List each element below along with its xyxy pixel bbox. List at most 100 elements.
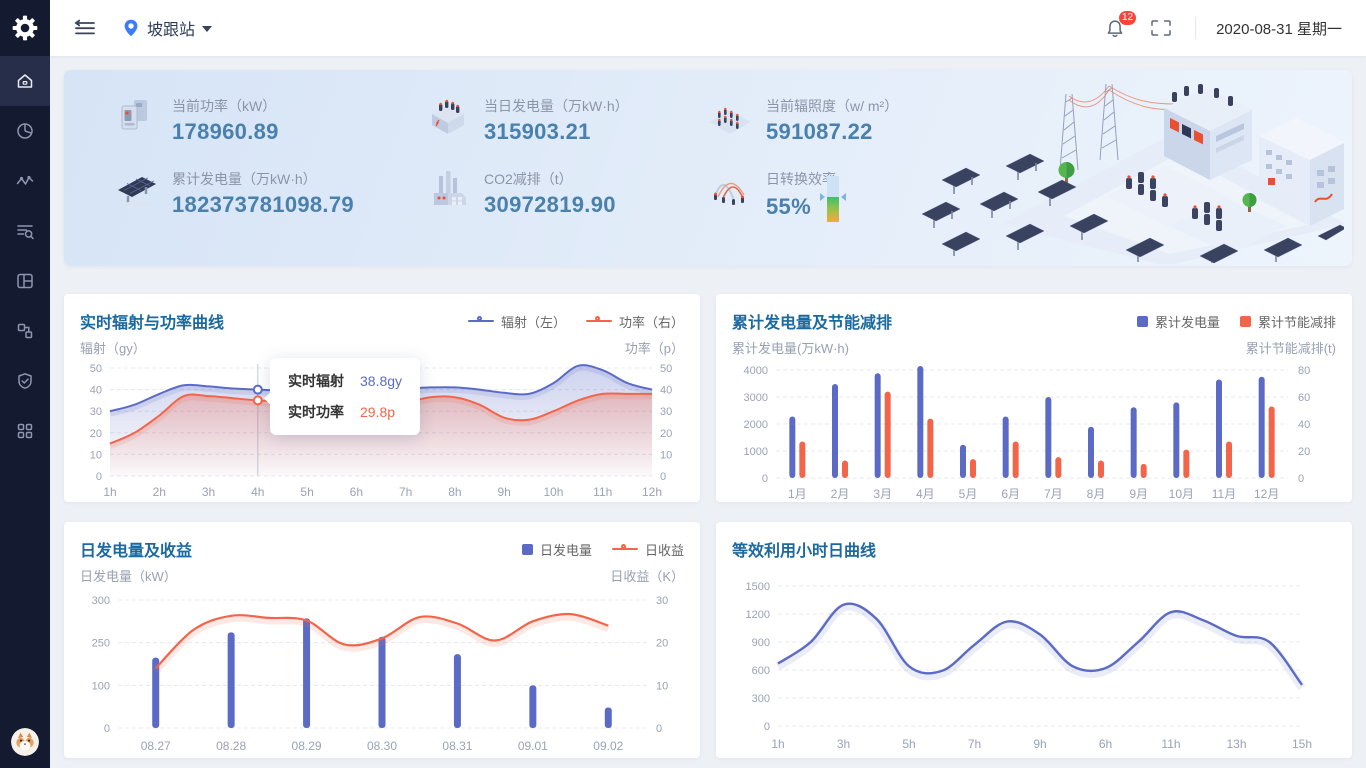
pie-chart-icon <box>17 123 33 139</box>
layout-icon <box>17 273 33 289</box>
legend-label: 累计节能减排 <box>1257 314 1336 330</box>
sidebar-item-apps[interactable] <box>0 406 50 456</box>
topology-icon <box>17 323 33 339</box>
legend-item[interactable]: 日收益 <box>611 540 684 559</box>
svg-text:6h: 6h <box>350 485 363 499</box>
station-name: 坡跟站 <box>147 22 196 39</box>
tooltip-row: 实时功率 29.8p <box>288 404 396 420</box>
svg-text:7h: 7h <box>968 737 981 751</box>
solar-plant-illustration-icon <box>921 83 1347 266</box>
legend-label: 累计发电量 <box>1154 314 1220 330</box>
cumulative-bar-chart[interactable]: 0 1000 2000 3000 4000 0 20 40 60 80 1月 2月 3月 4月 5月 6月 7月… <box>732 358 1336 502</box>
svg-text:11h: 11h <box>593 485 612 499</box>
chart-title: 等效利用小时日曲线 <box>732 543 877 560</box>
chart-legend: 辐射（左） 功率（右） <box>467 312 684 331</box>
legend-item[interactable]: 累计节能减排 <box>1239 312 1336 331</box>
svg-text:0: 0 <box>104 723 110 735</box>
chart-title: 累计发电量及节能减排 <box>732 315 893 332</box>
svg-text:9h: 9h <box>1033 737 1046 751</box>
svg-text:8h: 8h <box>448 485 461 499</box>
sidebar-item-activity[interactable] <box>0 156 50 206</box>
legend-marker-icon <box>521 543 533 555</box>
y-axis-unit-right: 功率（p） <box>624 341 684 356</box>
collapse-sidebar-button[interactable] <box>74 19 96 37</box>
user-avatar[interactable] <box>11 728 39 756</box>
svg-text:08.27: 08.27 <box>141 739 171 753</box>
stat-label: 当前功率（kW） <box>172 98 277 114</box>
notification-badge: 12 <box>1118 10 1137 25</box>
svg-text:0: 0 <box>764 721 770 733</box>
sidebar-item-pie-chart[interactable] <box>0 106 50 156</box>
svg-text:1000: 1000 <box>744 446 768 458</box>
svg-text:4月: 4月 <box>916 487 935 501</box>
legend-label: 辐射（左） <box>500 314 566 330</box>
stat-efficiency: 日转换效率 55% <box>708 169 978 222</box>
stat-co2: CO2减排（t） 30972819.90 <box>426 169 708 222</box>
svg-text:1h: 1h <box>103 485 116 499</box>
svg-text:4000: 4000 <box>744 365 768 377</box>
svg-text:10: 10 <box>90 449 102 461</box>
sidebar-item-shield-check[interactable] <box>0 356 50 406</box>
stat-value: 178960.89 <box>172 119 279 144</box>
svg-text:40: 40 <box>1298 419 1310 431</box>
efficiency-icon <box>708 169 754 211</box>
svg-text:50: 50 <box>90 363 102 375</box>
legend-item[interactable]: 辐射（左） <box>467 312 566 331</box>
stat-label: 当前辐照度（w/ m²） <box>766 98 899 114</box>
equivalent-hours-chart[interactable]: 0 300 600 900 1200 1500 1h 3h 5h 7h 9h 6h 11h 13h 15h <box>732 570 1336 756</box>
svg-text:12h: 12h <box>642 485 662 499</box>
svg-text:20: 20 <box>90 428 102 440</box>
svg-text:08.29: 08.29 <box>292 739 322 753</box>
sidebar-nav <box>0 56 50 456</box>
sidebar-item-topology[interactable] <box>0 306 50 356</box>
legend-marker-icon <box>585 316 612 322</box>
svg-text:08.31: 08.31 <box>442 739 472 753</box>
plant-illustration <box>914 74 1347 266</box>
chart-tooltip: 实时辐射 38.8gy 实时功率 29.8p <box>270 358 421 435</box>
svg-text:20: 20 <box>1298 446 1310 458</box>
shield-check-icon <box>18 373 32 389</box>
y-axis-unit-right: 日收益（K） <box>610 569 684 584</box>
legend-marker-icon <box>611 544 638 550</box>
sidebar-item-log-search[interactable] <box>0 206 50 256</box>
svg-text:40: 40 <box>660 385 672 397</box>
card-daily: 日发电量及收益 日发电量 日收益 日发电量（kW） 日收益（K） 0 100 250 3… <box>64 522 700 758</box>
chart-legend: 累计发电量 累计节能减排 <box>1136 312 1336 331</box>
fullscreen-button[interactable] <box>1151 20 1171 36</box>
svg-text:6h: 6h <box>1099 737 1112 751</box>
stat-value: 55% <box>766 194 811 219</box>
main-content: 当前功率（kW） 178960.89 当日发电量（万kW·h） 315903.21 当前… <box>50 56 1366 768</box>
svg-text:30: 30 <box>90 406 102 418</box>
svg-text:9h: 9h <box>498 485 511 499</box>
y-axis-unit-left: 累计发电量(万kW·h) <box>732 341 849 356</box>
notifications-button[interactable]: 12 <box>1105 10 1137 39</box>
legend-label: 日发电量 <box>539 542 592 558</box>
daily-generation-chart[interactable]: 0 100 250 300 0 10 20 30 08.27 08.28 08.29 08.30 08.… <box>80 586 684 758</box>
svg-text:60: 60 <box>1298 392 1310 404</box>
svg-text:10: 10 <box>660 449 672 461</box>
tooltip-row: 实时辐射 38.8gy <box>288 373 403 389</box>
station-selector[interactable]: 坡跟站 <box>122 16 213 40</box>
chart-title: 日发电量及收益 <box>80 543 193 560</box>
stat-irradiance: 当前辐照度（w/ m²） 591087.22 <box>708 96 978 145</box>
legend-item[interactable]: 累计发电量 <box>1136 312 1220 331</box>
sidebar-item-home[interactable] <box>0 56 50 106</box>
chart-legend: 日发电量 日收益 <box>521 540 684 559</box>
legend-item[interactable]: 功率（右） <box>585 312 684 331</box>
svg-text:10h: 10h <box>543 485 563 499</box>
svg-text:20: 20 <box>660 428 672 440</box>
svg-text:10月: 10月 <box>1169 487 1194 501</box>
svg-text:15h: 15h <box>1292 737 1312 751</box>
svg-text:0: 0 <box>660 471 666 483</box>
sidebar-item-layout[interactable] <box>0 256 50 306</box>
log-search-icon <box>17 225 34 240</box>
co2-icon <box>426 169 472 211</box>
legend-label: 日收益 <box>644 542 684 558</box>
stat-value: 182373781098.79 <box>172 192 354 217</box>
svg-text:5h: 5h <box>300 485 313 499</box>
svg-text:50: 50 <box>660 363 672 375</box>
charts-grid: 实时辐射与功率曲线 辐射（左） 功率（右） 辐射（gy） 功率（p） 0 0 10 10… <box>64 294 1352 758</box>
chart-title: 实时辐射与功率曲线 <box>80 315 225 332</box>
svg-text:40: 40 <box>90 385 102 397</box>
legend-item[interactable]: 日发电量 <box>521 540 592 559</box>
